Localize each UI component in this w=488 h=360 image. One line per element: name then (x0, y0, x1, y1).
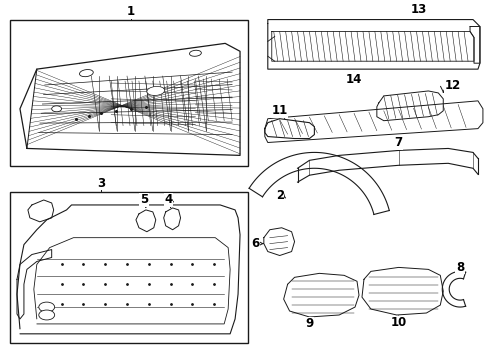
Text: 8: 8 (455, 261, 463, 274)
Text: 13: 13 (409, 3, 426, 16)
Text: 7: 7 (394, 136, 402, 149)
Text: 10: 10 (390, 316, 406, 329)
Text: 4: 4 (164, 193, 172, 207)
Text: 2: 2 (275, 189, 283, 202)
Ellipse shape (189, 50, 201, 56)
Text: 9: 9 (305, 318, 313, 330)
Text: 11: 11 (271, 104, 287, 117)
Ellipse shape (80, 69, 93, 77)
Text: 14: 14 (345, 73, 362, 86)
Bar (10, 19, 247, 166)
Ellipse shape (146, 86, 164, 95)
Text: 1: 1 (127, 5, 135, 18)
Ellipse shape (39, 302, 55, 312)
Text: 5: 5 (140, 193, 148, 207)
Ellipse shape (52, 106, 61, 112)
Ellipse shape (39, 310, 55, 320)
Text: 6: 6 (250, 237, 259, 250)
Text: 3: 3 (97, 177, 105, 190)
Bar (10, 192, 247, 343)
Text: 12: 12 (444, 78, 460, 91)
